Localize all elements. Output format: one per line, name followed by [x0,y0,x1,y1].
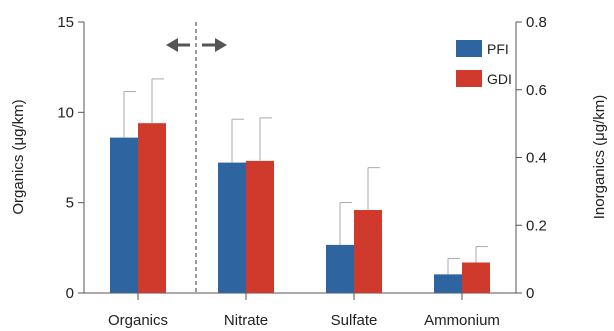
right-axis-tick-label: 0.8 [526,14,547,31]
bar-pfi [326,244,354,293]
x-axis-tick-label: Nitrate [224,312,268,329]
right-axis-title: Inorganics (μg/km) [591,95,608,220]
left-axis-title: Organics (μg/km) [10,99,27,214]
right-arrow-icon [202,38,227,52]
bar-gdi [246,160,274,293]
bar-pfi [434,274,462,293]
legend-label-pfi: PFI [487,41,509,57]
right-axis-tick-label: 0 [526,285,534,302]
left-axis-tick-label: 5 [66,195,74,212]
bar-gdi [354,210,382,293]
x-axis-tick-label: Ammonium [424,312,500,329]
legend-label-gdi: GDI [487,71,512,87]
bars-group [110,123,490,293]
left-axis-ticks: 0 5 10 15 [57,14,84,302]
left-arrow-icon [166,38,190,52]
legend: PFI GDI [456,40,512,87]
x-axis-tick-label: Organics [108,312,168,329]
bar-pfi [218,162,246,293]
category-divider [166,22,227,293]
left-axis-tick-label: 10 [57,104,74,121]
x-axis-ticks: Organics Nitrate Sulfate Ammonium [108,293,500,329]
x-axis-tick-label: Sulfate [331,312,378,329]
right-axis-tick-label: 0.6 [526,82,547,99]
right-axis-tick-label: 0.4 [526,150,547,167]
bar-pfi [110,137,138,293]
right-axis-tick-label: 0.2 [526,217,547,234]
left-axis-tick-label: 15 [57,14,74,31]
bar-gdi [462,262,490,293]
error-bars-group [123,78,488,275]
right-axis-ticks: 0 0.2 0.4 0.6 0.8 [516,14,547,302]
legend-swatch-pfi [456,40,482,57]
left-axis-tick-label: 0 [66,285,74,302]
bar-gdi [138,123,166,293]
legend-swatch-gdi [456,70,482,87]
